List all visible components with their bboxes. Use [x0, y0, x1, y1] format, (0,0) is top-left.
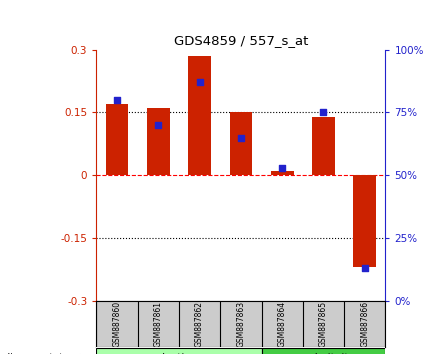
Bar — [312, 116, 335, 175]
Point — [361, 266, 368, 271]
Text: GSM887860: GSM887860 — [113, 301, 121, 347]
Bar — [106, 104, 128, 175]
Text: GSM887862: GSM887862 — [195, 301, 204, 347]
Bar — [230, 113, 252, 175]
Point — [113, 97, 120, 103]
FancyBboxPatch shape — [96, 348, 261, 354]
Text: GSM887866: GSM887866 — [360, 301, 369, 347]
Text: GSM887861: GSM887861 — [154, 301, 163, 347]
Text: GSM887863: GSM887863 — [237, 301, 245, 347]
Bar — [188, 56, 211, 175]
Bar — [353, 175, 376, 267]
Text: disease state: disease state — [4, 353, 70, 354]
Point — [196, 79, 203, 85]
Point — [279, 165, 286, 171]
Point — [320, 110, 327, 115]
Text: normal pituitary: normal pituitary — [281, 353, 366, 354]
Bar — [271, 171, 293, 175]
Title: GDS4859 / 557_s_at: GDS4859 / 557_s_at — [174, 34, 308, 47]
Bar — [147, 108, 170, 175]
Point — [155, 122, 162, 128]
Point — [237, 135, 244, 140]
Text: prolactinoma: prolactinoma — [145, 353, 213, 354]
FancyBboxPatch shape — [261, 348, 385, 354]
Text: GSM887864: GSM887864 — [278, 301, 287, 347]
Text: GSM887865: GSM887865 — [319, 301, 328, 347]
